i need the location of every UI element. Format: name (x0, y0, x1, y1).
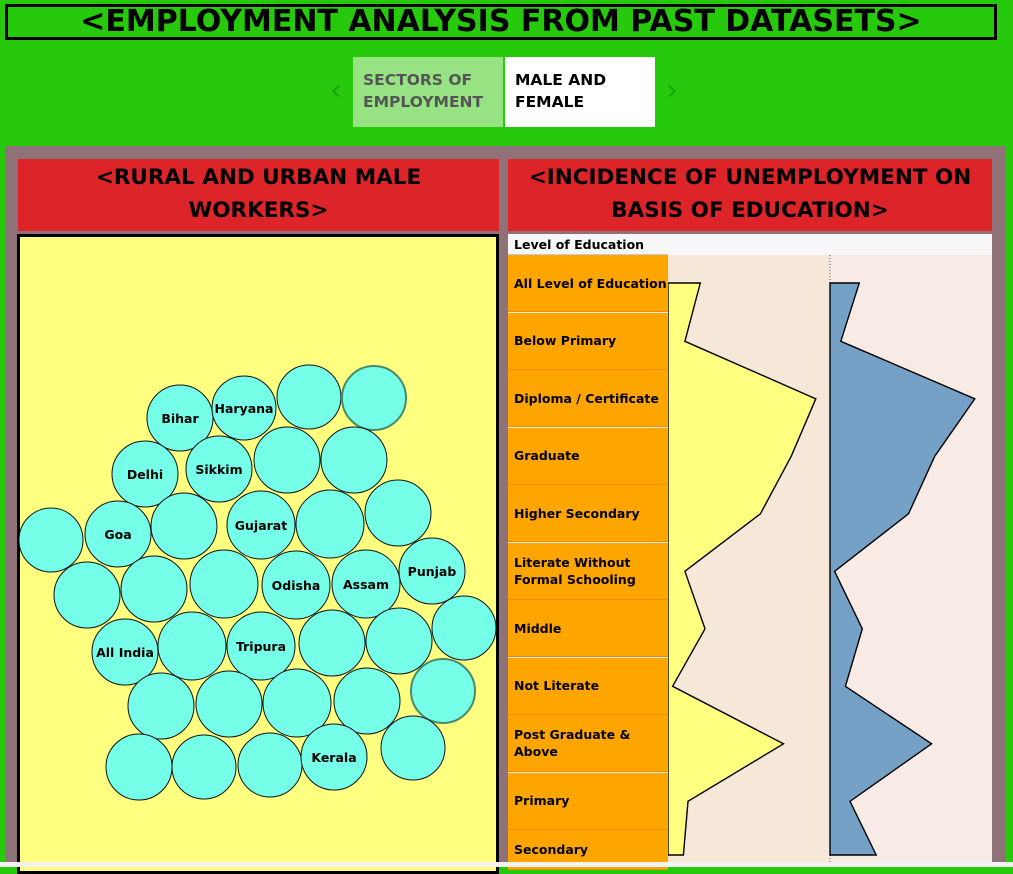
row-label: Primary (508, 772, 668, 830)
bubble[interactable] (226, 611, 296, 681)
bubble[interactable] (398, 537, 466, 605)
row-label-text: Literate Without Formal Schooling (514, 554, 636, 587)
bubble[interactable] (410, 658, 476, 724)
bubble[interactable] (237, 732, 303, 798)
sheet-tab-strip (0, 862, 1013, 867)
bubble[interactable] (185, 435, 253, 503)
panel-title-line: BASIS OF EDUCATION> (611, 198, 889, 223)
bubble[interactable] (127, 672, 195, 740)
row-label-text: Primary (514, 793, 570, 808)
row-label-text: Secondary (514, 842, 589, 857)
row-label: Graduate (508, 427, 668, 485)
tab-label-line: FEMALE (515, 93, 585, 111)
row-label-text: Post Graduate & Above (514, 727, 631, 759)
chevron-left-icon[interactable]: ‹ (330, 73, 342, 108)
row-label: Below Primary (508, 312, 668, 370)
bubble[interactable] (211, 375, 277, 441)
bubble[interactable] (253, 426, 321, 494)
row-label-text: Below Primary (514, 333, 617, 348)
bubble-chart[interactable]: Bihar Haryana Delhi Sikkim Goa Gujarat Punjab O… (17, 234, 499, 867)
panel-title-line: <RURAL AND URBAN MALE (95, 165, 422, 190)
tab-label-line: SECTORS OF (363, 71, 473, 89)
bubble-label: Punjab (408, 564, 457, 579)
bubble[interactable] (298, 609, 366, 677)
bubble[interactable] (331, 549, 401, 619)
bubble-label: Delhi (127, 467, 163, 482)
panel-title-line: <INCIDENCE OF UNEMPLOYMENT ON (528, 165, 972, 190)
row-label-text: Middle (514, 620, 562, 636)
bubble-label: Haryana (215, 401, 274, 416)
rural-urban-panel-title: <RURAL AND URBAN MALE WORKERS> (18, 159, 499, 231)
row-label-text: All Level of Education (514, 275, 667, 291)
bubble[interactable] (150, 492, 218, 560)
bubble[interactable] (365, 607, 433, 675)
row-label-text: Diploma / Certificate (514, 390, 659, 406)
row-label: Higher Secondary (508, 485, 668, 542)
tab-sectors-of-employment[interactable]: SECTORS OF EMPLOYMENT (353, 57, 503, 127)
bubble[interactable] (364, 479, 432, 547)
bubble[interactable] (146, 384, 214, 452)
tab-male-and-female[interactable]: MALE AND FEMALE (505, 57, 655, 127)
bubble[interactable] (157, 611, 227, 681)
bubble-label: Bihar (161, 411, 199, 426)
bubble-label: Odisha (272, 578, 321, 593)
bubble-label: Assam (343, 577, 389, 592)
series-area (829, 282, 976, 856)
bubble[interactable] (171, 734, 237, 800)
tab-label-line: EMPLOYMENT (363, 93, 484, 111)
bubble[interactable] (320, 426, 388, 494)
unemployment-chart (668, 255, 992, 867)
bubble[interactable] (261, 550, 331, 620)
row-label: Not Literate (508, 657, 668, 715)
bubble-label: Kerala (311, 750, 356, 765)
series-area (668, 282, 817, 856)
row-label-text: Higher Secondary (514, 505, 640, 521)
bubble[interactable] (262, 668, 332, 738)
bubble-label: Sikkim (195, 462, 242, 477)
column-header: Level of Education (508, 234, 668, 255)
bubble[interactable] (189, 549, 259, 619)
bubble-label: Goa (104, 527, 131, 542)
row-label-text: Graduate (514, 448, 580, 463)
chevron-right-icon[interactable]: › (666, 73, 678, 108)
tab-label-line: MALE AND (515, 71, 607, 89)
bubble-label: All India (96, 645, 154, 660)
bubble[interactable] (18, 507, 84, 573)
row-label: Diploma / Certificate (508, 370, 668, 427)
bubble[interactable] (333, 667, 401, 735)
bubble[interactable] (341, 365, 407, 431)
row-label: Literate Without Formal Schooling (508, 542, 668, 600)
bubble[interactable] (84, 500, 152, 568)
page-title: <EMPLOYMENT ANALYSIS FROM PAST DATASETS> (5, 4, 997, 40)
bubble[interactable] (300, 723, 368, 791)
column-header-blank (668, 234, 992, 256)
row-label-text: Not Literate (514, 678, 600, 693)
bubble[interactable] (105, 733, 173, 801)
bubble-label: Gujarat (235, 518, 287, 533)
bubble-label: Tripura (236, 639, 286, 654)
row-label: Middle (508, 600, 668, 657)
panel-title-line: WORKERS> (188, 198, 329, 223)
bubble[interactable] (295, 489, 365, 559)
bubble[interactable] (380, 715, 446, 781)
bubble[interactable] (111, 440, 179, 508)
bubble[interactable] (276, 364, 342, 430)
bubble[interactable] (226, 490, 296, 560)
bubble[interactable] (431, 595, 497, 661)
row-label: All Level of Education (508, 255, 668, 312)
bubble[interactable] (120, 555, 188, 623)
bubble[interactable] (53, 561, 121, 629)
row-label: Post Graduate & Above (508, 715, 668, 772)
bubble[interactable] (91, 618, 159, 686)
bubble[interactable] (195, 670, 263, 738)
unemployment-panel-title: <INCIDENCE OF UNEMPLOYMENT ON BASIS OF E… (508, 159, 992, 231)
